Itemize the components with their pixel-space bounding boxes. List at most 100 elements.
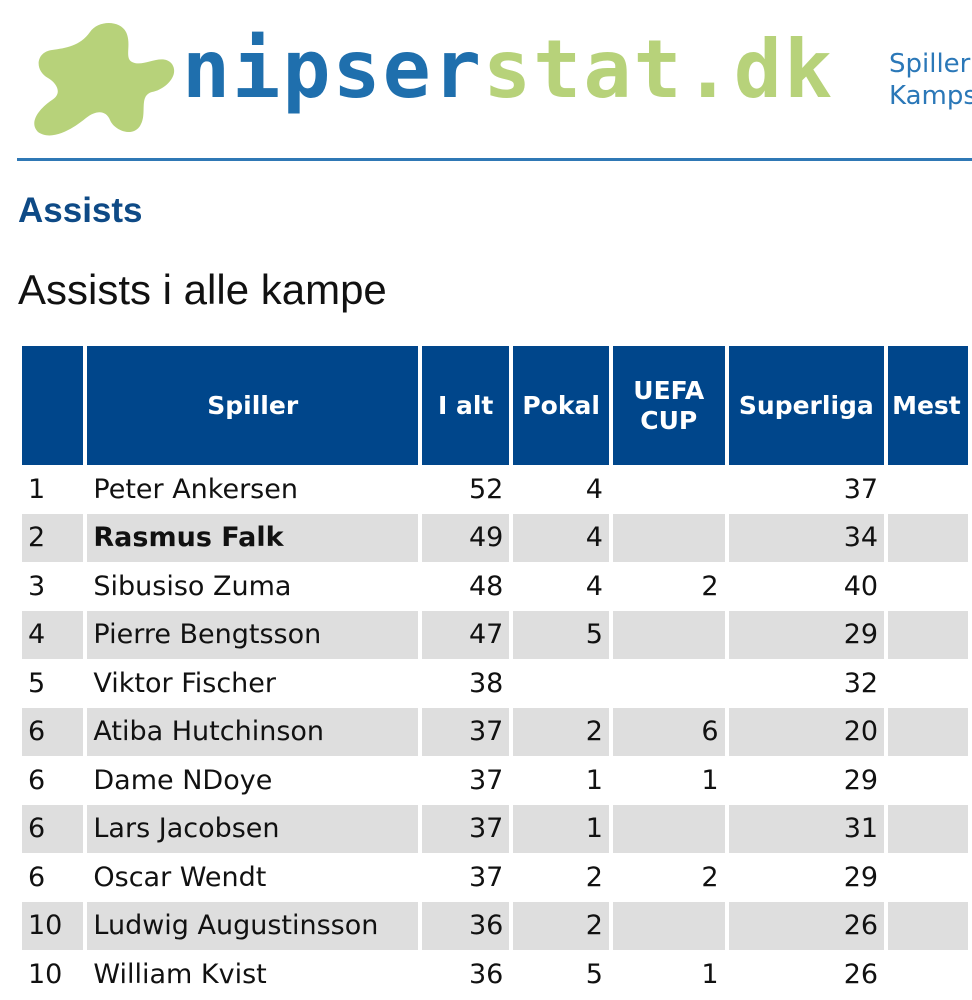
- cell-superliga: 26: [728, 901, 885, 950]
- cell-mest: [888, 513, 968, 562]
- cell-uefa: [612, 901, 725, 950]
- cell-superliga: 32: [843, 667, 879, 699]
- cell-cup: 4: [585, 473, 603, 505]
- cell-uefa: 1: [701, 764, 719, 796]
- cell-player[interactable]: Dame NDoye: [93, 764, 273, 796]
- cell-superliga: 40: [843, 570, 879, 602]
- cell-rank: 2: [22, 513, 84, 562]
- cell-uefa: 2: [701, 861, 719, 893]
- cell-uefa: [613, 659, 725, 708]
- header-player[interactable]: Spiller: [87, 346, 419, 465]
- cell-uefa: [612, 610, 725, 659]
- cell-rank: 6: [22, 804, 84, 853]
- header-total[interactable]: I alt: [422, 346, 510, 465]
- cell-uefa: [613, 465, 725, 514]
- cell-player[interactable]: William Kvist: [93, 958, 267, 990]
- cell-total: 36: [422, 901, 510, 950]
- cell-mest: [888, 756, 968, 805]
- header-superliga[interactable]: Superliga: [728, 346, 885, 465]
- cell-uefa: 2: [701, 570, 719, 602]
- table-row: 10 Ludwig Augustinsson 36 2 26: [22, 901, 968, 950]
- cell-total: 49: [422, 513, 510, 562]
- cell-mest: [888, 562, 968, 611]
- top-nav: Spiller Kamps: [889, 48, 972, 112]
- table-row: 2 Rasmus Falk 49 4 34: [22, 513, 968, 562]
- header-mest[interactable]: Mest: [888, 346, 968, 465]
- cell-mest: [888, 950, 968, 999]
- cell-uefa: [612, 804, 725, 853]
- page-title: Assists i alle kampe: [18, 266, 387, 313]
- cell-rank: 3: [28, 570, 46, 602]
- cell-mest: [888, 901, 968, 950]
- table-row: 4 Pierre Bengtsson 47 5 29: [22, 610, 968, 659]
- cell-cup: 4: [513, 513, 609, 562]
- cell-player[interactable]: Sibusiso Zuma: [93, 570, 292, 602]
- cell-uefa: [612, 513, 725, 562]
- cell-superliga: 37: [843, 473, 879, 505]
- cell-rank: 5: [28, 667, 46, 699]
- cell-player[interactable]: Rasmus Falk: [87, 513, 419, 562]
- table-row: 5 Viktor Fischer 38 32: [22, 659, 968, 708]
- cell-cup: 4: [585, 570, 603, 602]
- cell-total: 52: [468, 473, 504, 505]
- table-row: 6 Dame NDoye 37 1 1 29: [22, 756, 968, 805]
- table-row: 6 Oscar Wendt 37 2 2 29: [22, 853, 968, 902]
- table-row: 1 Peter Ankersen 52 4 37: [22, 465, 968, 514]
- header-uefa[interactable]: UEFA CUP: [612, 346, 725, 465]
- cell-player[interactable]: Viktor Fischer: [93, 667, 276, 699]
- logo-part-nipser: nipser: [182, 23, 483, 116]
- cell-total: 48: [468, 570, 504, 602]
- cell-mest: [888, 610, 968, 659]
- site-header: nipserstat.dk Spiller Kamps: [0, 0, 972, 162]
- cell-superliga: 29: [728, 610, 885, 659]
- cell-uefa: 6: [612, 707, 725, 756]
- cell-total: 38: [468, 667, 504, 699]
- cell-rank: 10: [22, 901, 84, 950]
- cell-player[interactable]: Oscar Wendt: [93, 861, 267, 893]
- logo-part-stat: stat.dk: [482, 23, 835, 116]
- cell-rank: 6: [28, 764, 46, 796]
- cell-player[interactable]: Lars Jacobsen: [87, 804, 419, 853]
- logo-splash-icon[interactable]: [28, 18, 178, 144]
- header-rank[interactable]: [22, 346, 84, 465]
- table-header-row: Spiller I alt Pokal UEFA CUP Superliga M…: [22, 346, 968, 465]
- cell-player[interactable]: Atiba Hutchinson: [87, 707, 419, 756]
- header-divider: [17, 158, 972, 161]
- cell-total: 36: [468, 958, 504, 990]
- cell-player[interactable]: Pierre Bengtsson: [87, 610, 419, 659]
- cell-rank: 6: [22, 707, 84, 756]
- assists-table: Spiller I alt Pokal UEFA CUP Superliga M…: [18, 346, 972, 999]
- cell-total: 37: [468, 764, 504, 796]
- cell-mest: [888, 804, 968, 853]
- table-row: 3 Sibusiso Zuma 48 4 2 40: [22, 562, 968, 611]
- nav-link-spiller[interactable]: Spiller: [889, 49, 971, 79]
- cell-superliga: 29: [843, 764, 879, 796]
- cell-superliga: 29: [843, 861, 879, 893]
- cell-cup: 5: [585, 958, 603, 990]
- cell-total: 37: [422, 804, 510, 853]
- cell-superliga: 20: [728, 707, 885, 756]
- cell-mest: [888, 659, 968, 708]
- cell-rank: 4: [22, 610, 84, 659]
- cell-rank: 6: [28, 861, 46, 893]
- table-body: 1 Peter Ankersen 52 4 37 2 Rasmus Falk 49 4 34 3 Si…: [22, 465, 968, 999]
- cell-mest: [888, 465, 968, 514]
- header-cup[interactable]: Pokal: [513, 346, 609, 465]
- cell-player[interactable]: Ludwig Augustinsson: [87, 901, 419, 950]
- nav-link-kampe[interactable]: Kamps: [889, 81, 972, 111]
- cell-total: 37: [468, 861, 504, 893]
- cell-cup: 1: [513, 804, 609, 853]
- cell-cup: 5: [513, 610, 609, 659]
- cell-cup: 2: [513, 707, 609, 756]
- cell-cup: 1: [585, 764, 603, 796]
- section-title: Assists: [18, 191, 143, 230]
- cell-superliga: 26: [843, 958, 879, 990]
- logo-wordmark[interactable]: nipserstat.dk: [182, 30, 834, 110]
- cell-player[interactable]: Peter Ankersen: [93, 473, 298, 505]
- cell-total: 47: [422, 610, 510, 659]
- table-row: 10 William Kvist 36 5 1 26: [22, 950, 968, 999]
- cell-uefa: 1: [701, 958, 719, 990]
- cell-superliga: 31: [728, 804, 885, 853]
- cell-mest: [888, 853, 968, 902]
- table-row: 6 Lars Jacobsen 37 1 31: [22, 804, 968, 853]
